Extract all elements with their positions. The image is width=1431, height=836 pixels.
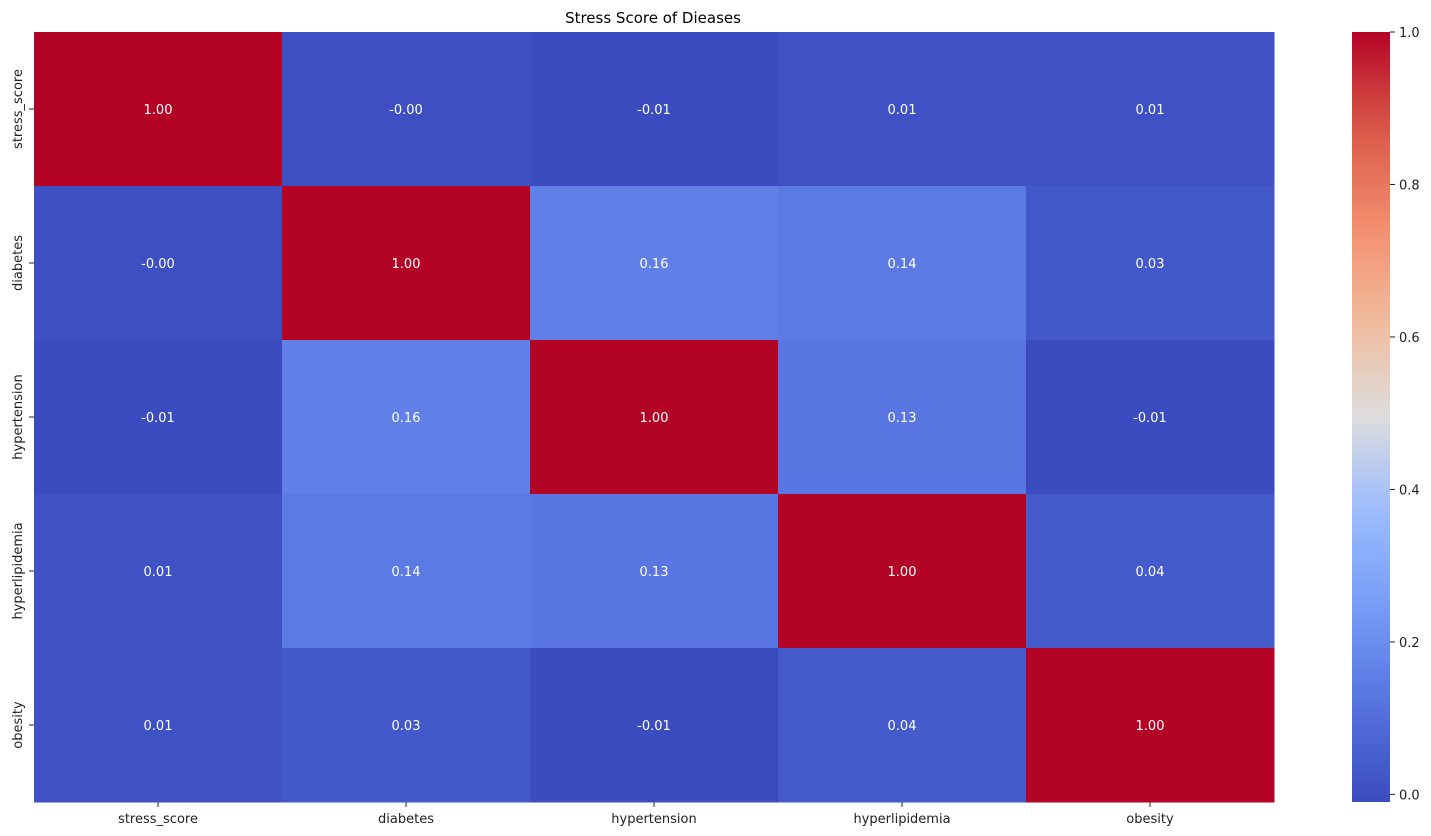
cell-value-label: 0.03 bbox=[392, 719, 421, 734]
cell-value-label: 0.14 bbox=[888, 257, 917, 272]
cell-value-label: -0.01 bbox=[637, 719, 671, 734]
chart-title: Stress Score of Dieases bbox=[565, 9, 741, 27]
y-tick-label: diabetes bbox=[11, 235, 26, 291]
heatmap-cell-hyperlipidemia-stress_score bbox=[34, 494, 283, 649]
cell-value-label: 1.00 bbox=[392, 257, 421, 272]
heatmap-cell-hypertension-hypertension bbox=[530, 340, 779, 495]
heatmap-cell-stress_score-diabetes bbox=[282, 32, 531, 187]
heatmap-cell-obesity-diabetes bbox=[282, 648, 531, 803]
heatmap-cell-hyperlipidemia-obesity bbox=[1026, 494, 1275, 649]
colorbar-tick-label: 0.6 bbox=[1399, 331, 1420, 346]
cell-value-label: 0.14 bbox=[392, 565, 421, 580]
y-tick-label: hyperlipidemia bbox=[11, 522, 26, 619]
cell-value-label: -0.01 bbox=[141, 411, 175, 426]
heatmap-cell-hypertension-obesity bbox=[1026, 340, 1275, 495]
colorbar bbox=[1352, 32, 1390, 802]
heatmap-cell-diabetes-diabetes bbox=[282, 186, 531, 341]
cell-value-label: -0.00 bbox=[389, 103, 423, 118]
heatmap-cell-stress_score-hyperlipidemia bbox=[778, 32, 1027, 187]
heatmap-cell-hyperlipidemia-hypertension bbox=[530, 494, 779, 649]
cell-value-label: -0.01 bbox=[637, 103, 671, 118]
cell-value-label: 1.00 bbox=[888, 565, 917, 580]
heatmap-cell-diabetes-hypertension bbox=[530, 186, 779, 341]
colorbar-tick-label: 1.0 bbox=[1399, 26, 1420, 41]
heatmap-cell-stress_score-stress_score bbox=[34, 32, 283, 187]
colorbar-tick-label: 0.2 bbox=[1399, 636, 1420, 651]
x-tick-label: hyperlipidemia bbox=[853, 812, 950, 827]
colorbar-tick-label: 0.4 bbox=[1399, 483, 1420, 498]
heatmap-cell-hyperlipidemia-hyperlipidemia bbox=[778, 494, 1027, 649]
cell-value-label: 0.01 bbox=[144, 565, 173, 580]
x-tick-label: stress_score bbox=[118, 812, 198, 827]
heatmap-cell-obesity-hyperlipidemia bbox=[778, 648, 1027, 803]
heatmap-cell-hypertension-hyperlipidemia bbox=[778, 340, 1027, 495]
cell-value-label: 0.16 bbox=[392, 411, 421, 426]
cell-value-label: 1.00 bbox=[144, 103, 173, 118]
cell-value-label: 0.03 bbox=[1136, 257, 1165, 272]
cell-value-label: 1.00 bbox=[640, 411, 669, 426]
x-tick-label: diabetes bbox=[378, 812, 434, 827]
cell-value-label: -0.00 bbox=[141, 257, 175, 272]
x-tick-label: hypertension bbox=[611, 812, 696, 827]
cell-value-label: 1.00 bbox=[1136, 719, 1165, 734]
cell-value-label: 0.04 bbox=[1136, 565, 1165, 580]
cell-value-label: 0.13 bbox=[888, 411, 917, 426]
heatmap-cell-diabetes-hyperlipidemia bbox=[778, 186, 1027, 341]
cell-value-label: 0.16 bbox=[640, 257, 669, 272]
y-tick-label: hypertension bbox=[11, 374, 26, 459]
heatmap-cell-hypertension-stress_score bbox=[34, 340, 283, 495]
x-tick-label: obesity bbox=[1126, 812, 1174, 827]
heatmap-cell-obesity-hypertension bbox=[530, 648, 779, 803]
cell-value-label: 0.13 bbox=[640, 565, 669, 580]
heatmap-cell-stress_score-hypertension bbox=[530, 32, 779, 187]
colorbar-tick-label: 0.0 bbox=[1399, 788, 1420, 803]
y-tick-label: stress_score bbox=[11, 69, 26, 149]
heatmap-cell-hypertension-diabetes bbox=[282, 340, 531, 495]
cell-value-label: -0.01 bbox=[1133, 411, 1167, 426]
heatmap-cell-obesity-stress_score bbox=[34, 648, 283, 803]
cell-value-label: 0.01 bbox=[888, 103, 917, 118]
heatmap-cell-diabetes-stress_score bbox=[34, 186, 283, 341]
cell-value-label: 0.01 bbox=[144, 719, 173, 734]
y-tick-label: obesity bbox=[11, 701, 26, 749]
heatmap-cell-hyperlipidemia-diabetes bbox=[282, 494, 531, 649]
cell-value-label: 0.04 bbox=[888, 719, 917, 734]
heatmap-cell-obesity-obesity bbox=[1026, 648, 1275, 803]
heatmap-cell-stress_score-obesity bbox=[1026, 32, 1275, 187]
cell-value-label: 0.01 bbox=[1136, 103, 1165, 118]
heatmap-cell-diabetes-obesity bbox=[1026, 186, 1275, 341]
colorbar-tick-label: 0.8 bbox=[1399, 178, 1420, 193]
